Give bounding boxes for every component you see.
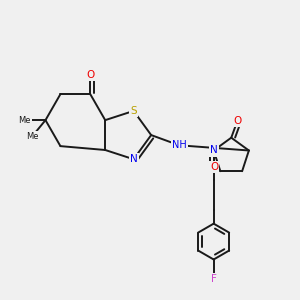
Text: N: N (130, 154, 137, 164)
Text: O: O (86, 70, 94, 80)
Text: S: S (130, 106, 137, 116)
Text: NH: NH (172, 140, 187, 150)
Text: N: N (210, 146, 218, 155)
Text: O: O (210, 162, 218, 172)
Text: Me: Me (18, 116, 31, 124)
Text: O: O (233, 116, 242, 126)
Text: Me: Me (26, 132, 38, 141)
Text: F: F (211, 274, 217, 284)
